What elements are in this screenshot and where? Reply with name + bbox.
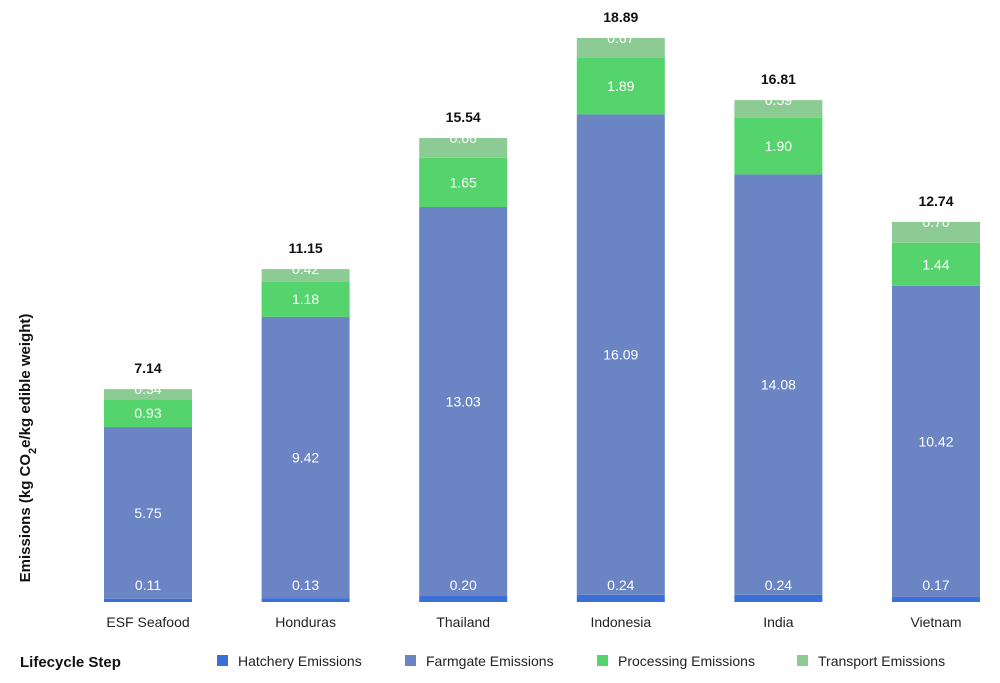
category-labels-group: ESF Seafood Honduras Thailand Indonesia Indi… <box>106 614 961 630</box>
bar-segment-1-3 <box>419 596 508 602</box>
segment-value-label: 1.65 <box>450 174 477 190</box>
bar-total-label: 18.89 <box>603 9 638 25</box>
bar-total-label: 15.54 <box>446 109 481 125</box>
bar-segment-2-4 <box>576 114 665 595</box>
bar-segment-2-5 <box>734 174 823 595</box>
segment-value-label: 0.20 <box>450 577 477 593</box>
segment-value-label: 0.59 <box>765 92 792 108</box>
segment-value-label: 0.66 <box>450 130 477 146</box>
segment-value-label: 1.44 <box>922 256 949 272</box>
legend-label: Farmgate Emissions <box>426 653 554 669</box>
bar-segment-4-4 <box>576 38 665 59</box>
segment-value-label: 14.08 <box>761 377 796 393</box>
bar-segment-1-2 <box>261 598 350 602</box>
legend: Hatchery Emissions Farmgate Emissions Proc… <box>217 653 945 669</box>
x-tick-label: ESF Seafood <box>106 614 189 630</box>
segment-value-label: 0.17 <box>922 577 949 593</box>
segment-value-label: 13.03 <box>446 394 481 410</box>
legend-title: Lifecycle Step <box>20 654 121 671</box>
bar-segment-1-1 <box>104 598 192 602</box>
legend-swatch <box>797 655 808 666</box>
legend-swatch <box>597 655 608 666</box>
x-tick-label: India <box>763 614 794 630</box>
total-labels-group: 7.14 11.15 15.54 18.89 16.81 12.74 <box>134 9 953 376</box>
segment-value-label: 0.93 <box>134 405 161 421</box>
segment-value-label: 0.24 <box>765 577 792 593</box>
bar-total-label: 12.74 <box>918 193 953 209</box>
segment-value-label: 1.18 <box>292 291 319 307</box>
y-axis-label: Emissions (kg CO2e/kg edible weight) <box>17 314 39 583</box>
bar-segment-1-6 <box>892 596 980 602</box>
legend-label: Processing Emissions <box>618 653 755 669</box>
bar-segment-2-2 <box>261 316 350 599</box>
segment-value-label: 0.42 <box>292 261 319 277</box>
bar-segment-1-4 <box>576 594 665 602</box>
segment-value-label: 5.75 <box>134 505 161 521</box>
x-tick-label: Honduras <box>275 614 336 630</box>
legend-swatch <box>405 655 416 666</box>
bar-segment-3-6 <box>892 242 980 286</box>
bar-segment-2-3 <box>419 206 508 597</box>
x-tick-label: Thailand <box>436 614 490 630</box>
bar-segment-2-1 <box>104 427 192 599</box>
segment-value-label: 0.34 <box>134 381 161 397</box>
bar-segment-3-2 <box>261 281 350 317</box>
bar-segment-3-1 <box>104 399 192 428</box>
legend-label: Transport Emissions <box>818 653 945 669</box>
bar-segment-3-3 <box>419 157 508 207</box>
bar-segment-4-3 <box>419 138 508 158</box>
legend-swatch <box>217 655 228 666</box>
bar-segment-4-6 <box>892 221 980 243</box>
legend-label: Hatchery Emissions <box>238 653 362 669</box>
segment-value-label: 0.24 <box>607 577 634 593</box>
bar-segment-4-2 <box>261 269 350 282</box>
segment-labels-group: 0.11 5.75 0.93 0.34 0.13 9.42 1.18 0.42 0.20 13.0… <box>134 30 953 593</box>
x-tick-label: Vietnam <box>910 614 961 630</box>
x-tick-label: Indonesia <box>590 614 651 630</box>
bar-segment-1-5 <box>734 594 823 602</box>
segment-value-label: 0.11 <box>135 577 161 593</box>
bar-total-label: 16.81 <box>761 71 796 87</box>
bar-segment-2-6 <box>892 285 980 597</box>
bar-segment-3-5 <box>734 117 823 175</box>
segment-value-label: 0.67 <box>607 30 634 46</box>
bar-segment-4-5 <box>734 100 823 118</box>
segment-value-label: 9.42 <box>292 449 319 465</box>
segment-value-label: 0.13 <box>292 577 319 593</box>
segment-value-label: 16.09 <box>603 347 638 363</box>
bar-segment-3-4 <box>576 58 665 115</box>
segment-value-label: 1.89 <box>607 78 634 94</box>
segment-value-label: 10.42 <box>918 433 953 449</box>
segment-value-label: 1.90 <box>765 138 792 154</box>
bars-group <box>104 38 980 602</box>
segment-value-label: 0.70 <box>922 214 949 230</box>
bar-total-label: 11.15 <box>288 240 322 256</box>
bar-total-label: 7.14 <box>134 360 161 376</box>
bar-segment-4-1 <box>104 389 192 400</box>
